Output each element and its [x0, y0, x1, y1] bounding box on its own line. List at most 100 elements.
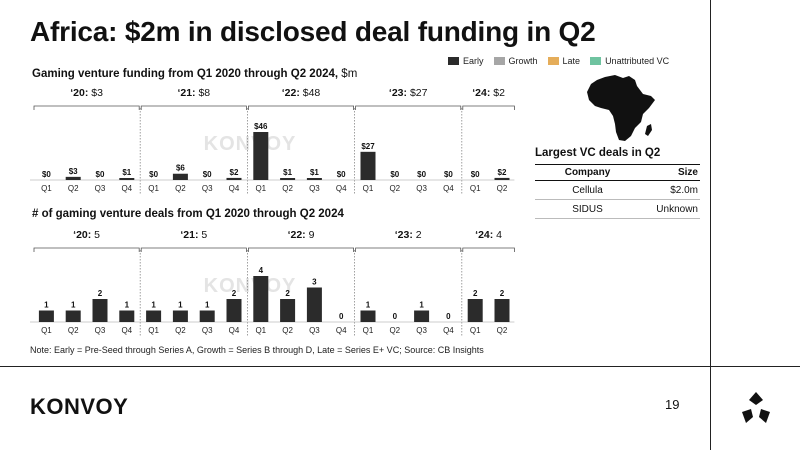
funding-chart-title: Gaming venture funding from Q1 2020 thro…	[32, 68, 357, 80]
data-label: 2	[232, 289, 237, 298]
data-label: 1	[71, 301, 76, 310]
data-label: 1	[44, 301, 49, 310]
deals-table-title: Largest VC deals in Q2	[535, 147, 661, 159]
group-bracket	[248, 105, 354, 110]
data-label: 0	[339, 312, 344, 321]
group-bracket	[140, 247, 247, 252]
legend-item-late: Late	[547, 56, 581, 66]
tick-label: Q2	[68, 326, 79, 335]
tick-label: Q2	[282, 184, 293, 193]
bar	[253, 132, 269, 180]
group-bracket	[33, 247, 140, 252]
tick-label: Q2	[497, 184, 508, 193]
group-header: ‘24: 4	[475, 229, 502, 241]
tick-label: Q1	[148, 326, 159, 335]
tick-label: Q3	[416, 184, 427, 193]
data-label: 4	[259, 266, 264, 275]
chart-legend: Early Growth Late Unattributed VC	[448, 56, 669, 66]
footer-logo: KONVOY	[30, 394, 129, 419]
data-label: 2	[500, 289, 505, 298]
tick-label: Q3	[309, 184, 320, 193]
group-header: ‘23: $27	[389, 87, 428, 99]
data-label: 1	[151, 301, 156, 310]
header-company: Company	[564, 167, 611, 178]
size-cell: $2.0m	[670, 184, 698, 196]
tick-label: Q1	[255, 326, 266, 335]
bar	[280, 299, 296, 322]
data-label: 1	[366, 301, 371, 310]
tick-label: Q4	[121, 326, 132, 335]
data-label: $1	[122, 168, 131, 177]
bar	[306, 178, 322, 180]
data-label: $3	[69, 167, 78, 176]
company-cell: SIDUS	[572, 203, 603, 215]
bar	[253, 276, 269, 322]
tick-label: Q4	[443, 326, 454, 335]
tick-label: Q3	[95, 184, 106, 193]
table-row: SIDUS Unknown	[535, 200, 700, 219]
data-label: $2	[230, 168, 239, 177]
bar	[226, 299, 242, 322]
data-label: 1	[419, 301, 424, 310]
tick-label: Q2	[68, 184, 79, 193]
legend-swatch-early	[448, 57, 459, 65]
watermark-text: KONVOY	[204, 275, 297, 297]
bar	[119, 178, 135, 180]
bar	[226, 177, 242, 180]
tick-label: Q4	[229, 326, 240, 335]
bar	[38, 310, 54, 322]
legend-item-unattributed: Unattributed VC	[590, 56, 669, 66]
tick-label: Q1	[148, 184, 159, 193]
tick-label: Q4	[229, 184, 240, 193]
tick-label: Q2	[175, 326, 186, 335]
bar	[172, 310, 188, 322]
legend-item-growth: Growth	[493, 56, 538, 66]
funding-chart-title-text: Gaming venture funding from Q1 2020 thro…	[32, 68, 339, 80]
tick-label: Q2	[389, 184, 400, 193]
page-title: Africa: $2m in disclosed deal funding in…	[30, 16, 596, 47]
data-label: 0	[393, 312, 398, 321]
deals-chart-title: # of gaming venture deals from Q1 2020 t…	[32, 208, 344, 220]
tick-label: Q2	[282, 326, 293, 335]
data-label: $46	[254, 122, 268, 131]
bar	[467, 299, 483, 322]
group-bracket	[462, 105, 515, 110]
largest-deals-table: Company Size Cellula $2.0m SIDUS Unknown	[535, 164, 700, 219]
tick-label: Q1	[255, 184, 266, 193]
data-label: $0	[390, 170, 399, 179]
data-label: $0	[417, 170, 426, 179]
bar	[494, 299, 510, 322]
company-cell: Cellula	[572, 184, 603, 196]
page-number: 19	[665, 397, 680, 412]
data-label: $0	[471, 170, 480, 179]
funding-bar-chart: KONVOY ‘20: $3 ‘21: $8 ‘22: $48 ‘23: $27 ‘24:…	[30, 87, 515, 194]
bar	[92, 299, 108, 322]
bar	[65, 176, 81, 180]
data-label: $0	[337, 170, 346, 179]
header-size: Size	[677, 167, 698, 178]
group-bracket	[462, 247, 515, 252]
data-label: 0	[446, 312, 451, 321]
tick-label: Q4	[336, 184, 347, 193]
data-label: $1	[283, 168, 292, 177]
legend-label-early: Early	[463, 56, 484, 66]
tick-label: Q4	[443, 184, 454, 193]
group-header: ‘24: $2	[472, 87, 505, 99]
tick-label: Q4	[336, 326, 347, 335]
table-header-row: Company Size	[535, 164, 700, 181]
tick-label: Q1	[41, 184, 52, 193]
tick-label: Q1	[470, 184, 481, 193]
bar	[494, 177, 510, 180]
tick-label: Q3	[202, 326, 213, 335]
tick-label: Q3	[95, 326, 106, 335]
group-header: ‘23: 2	[395, 229, 422, 241]
bar	[119, 310, 135, 322]
tick-label: Q3	[202, 184, 213, 193]
tick-label: Q1	[363, 326, 374, 335]
tick-label: Q2	[497, 326, 508, 335]
group-bracket	[355, 247, 462, 252]
legend-label-late: Late	[562, 56, 581, 66]
data-label: 3	[312, 278, 317, 287]
tick-label: Q2	[389, 326, 400, 335]
bar	[306, 287, 322, 322]
